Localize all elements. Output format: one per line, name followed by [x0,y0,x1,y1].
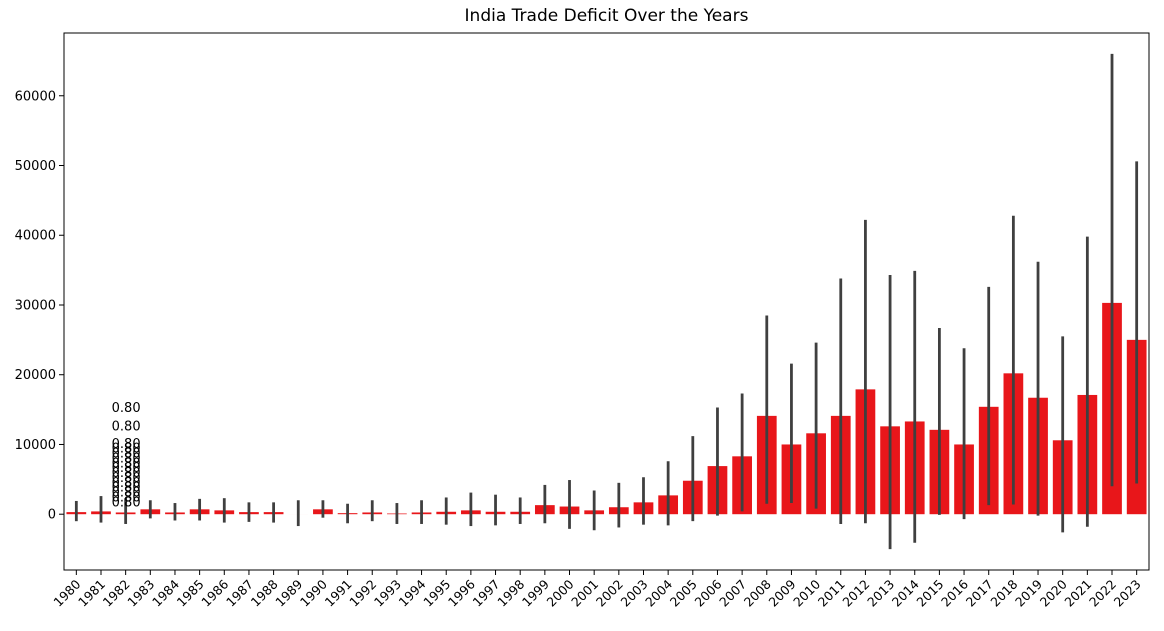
chart-title: India Trade Deficit Over the Years [64,6,1149,26]
x-tick-label: 1984 [149,576,182,609]
x-tick-label: 2000 [544,576,577,609]
x-tick-label: 2009 [765,576,798,609]
x-tick-label: 2019 [1012,576,1045,609]
x-tick-label: 2010 [790,576,823,609]
y-tick-label: 50000 [15,159,56,174]
x-tick-label: 1990 [297,576,330,609]
x-tick-label: 1980 [50,576,83,609]
x-tick-label: 1989 [272,576,305,609]
y-tick-label: 0 [48,508,56,523]
x-tick-label: 2005 [667,577,700,610]
data-label: 0.80 [112,419,141,434]
x-tick-label: 2014 [889,576,922,609]
x-tick-label: 2017 [963,577,996,610]
x-tick-label: 1994 [396,576,429,609]
y-tick-label: 20000 [15,368,56,383]
x-tick-label: 2021 [1061,577,1094,610]
x-tick-label: 2018 [987,576,1020,609]
x-tick-label: 2007 [716,577,749,610]
x-tick-label: 1981 [75,577,108,610]
x-tick-label: 2013 [864,577,897,610]
x-tick-label: 1996 [445,576,478,609]
x-tick-label: 1991 [322,577,355,610]
x-tick-label: 2020 [1037,576,1070,609]
data-label: 0.80 [112,401,141,416]
x-tick-label: 2008 [741,576,774,609]
x-tick-label: 1997 [470,577,503,610]
x-tick-label: 2011 [815,577,848,610]
x-tick-label: 1988 [248,576,281,609]
x-tick-label: 2002 [593,577,626,610]
x-tick-label: 2016 [938,576,971,609]
y-tick-label: 40000 [15,229,56,244]
x-tick-label: 1986 [198,576,231,609]
data-label: 0.80 [112,495,141,510]
x-tick-label: 1983 [124,577,157,610]
x-tick-label: 2006 [691,576,724,609]
x-tick-label: 2022 [1086,577,1119,610]
x-tick-label: 1982 [100,577,133,610]
x-tick-label: 2023 [1111,577,1144,610]
x-tick-label: 2015 [913,577,946,610]
x-tick-label: 1998 [494,576,527,609]
x-tick-label: 2004 [642,576,675,609]
y-tick-label: 60000 [15,89,56,104]
x-tick-label: 1992 [346,577,379,610]
x-tick-label: 2001 [568,577,601,610]
x-tick-label: 1999 [519,576,552,609]
x-tick-label: 1985 [174,577,207,610]
x-tick-label: 2012 [839,577,872,610]
y-tick-label: 10000 [15,438,56,453]
x-tick-label: 1993 [371,577,404,610]
x-tick-label: 2003 [618,577,651,610]
x-tick-label: 1995 [420,577,453,610]
x-tick-label: 1987 [223,577,256,610]
y-tick-label: 30000 [15,298,56,313]
